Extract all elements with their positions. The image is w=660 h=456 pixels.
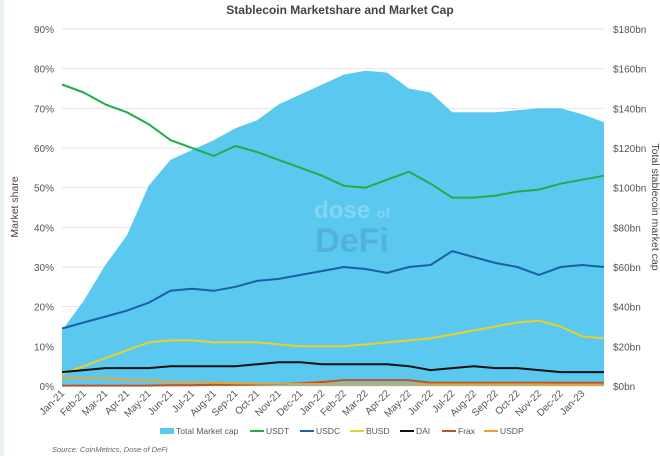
svg-text:DeFi: DeFi bbox=[315, 222, 389, 260]
line-frax bbox=[62, 379, 604, 387]
y-tick-label: 20% bbox=[34, 303, 54, 314]
y2-tick-label: $0bn bbox=[613, 382, 635, 393]
y2-axis-label: Total stablecoin market cap bbox=[649, 143, 660, 270]
line-busd bbox=[61, 319, 605, 376]
legend-label-usdc: USDC bbox=[316, 426, 340, 436]
legend-label-usdp: USDP bbox=[500, 426, 524, 436]
legend-label-dai: DAI bbox=[416, 426, 430, 436]
y2-tick-label: $40bn bbox=[613, 303, 641, 314]
legend-label-busd: BUSD bbox=[366, 426, 390, 436]
legend-swatch bbox=[160, 428, 174, 434]
y-tick-label: 60% bbox=[34, 144, 54, 155]
line-usdp bbox=[62, 377, 604, 386]
line-dai bbox=[61, 361, 604, 374]
legend-label-usdt: USDT bbox=[266, 426, 289, 436]
y2-tick-label: $20bn bbox=[613, 342, 641, 353]
legend-label-frax: Frax bbox=[458, 426, 476, 436]
y-tick-label: 10% bbox=[34, 342, 54, 353]
source-note: Source: CoinMetrics, Dose of DeFi bbox=[52, 445, 168, 454]
chart-title: Stablecoin Marketshare and Market Cap bbox=[226, 3, 453, 17]
line-usdc bbox=[61, 250, 605, 330]
legend-label-total-market-cap: Total Market cap bbox=[176, 426, 239, 436]
x-tick-label: Jan-23 bbox=[558, 388, 588, 418]
y2-tick-label: $140bn bbox=[613, 104, 646, 115]
y2-tick-label: $180bn bbox=[613, 25, 646, 36]
y-tick-label: 80% bbox=[34, 65, 54, 76]
y-axis-label: Market share bbox=[9, 176, 21, 237]
y-tick-label: 40% bbox=[34, 223, 54, 234]
y-tick-label: 30% bbox=[34, 263, 54, 274]
y2-tick-label: $100bn bbox=[613, 184, 646, 195]
x-tick-label: Jun-22 bbox=[406, 388, 436, 418]
watermark-logo: dose of DeFi bbox=[314, 197, 390, 260]
line-usdt bbox=[61, 83, 605, 199]
y-tick-label: 0% bbox=[40, 382, 55, 393]
y2-tick-label: $160bn bbox=[613, 65, 646, 76]
x-tick-label: Jun-21 bbox=[146, 388, 176, 418]
y2-tick-label: $80bn bbox=[613, 223, 641, 234]
y-tick-label: 90% bbox=[34, 25, 54, 36]
y-tick-label: 50% bbox=[34, 184, 54, 195]
y2-tick-label: $120bn bbox=[613, 144, 646, 155]
y-tick-label: 70% bbox=[34, 104, 54, 115]
y2-tick-label: $60bn bbox=[613, 263, 641, 274]
